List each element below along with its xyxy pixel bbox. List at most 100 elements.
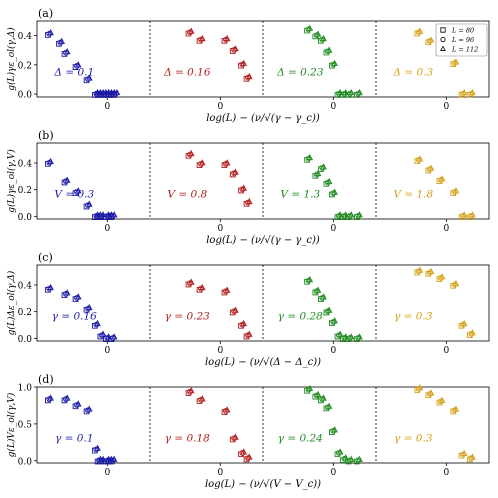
data-point <box>436 273 446 282</box>
data-point-l96 <box>319 295 326 301</box>
data-point-l96 <box>93 321 100 328</box>
data-point <box>45 29 54 38</box>
data-point-l112 <box>198 34 206 42</box>
y-tick-label: 0.0 <box>18 457 33 467</box>
data-point-l96 <box>239 450 246 456</box>
data-point-l96 <box>222 161 229 167</box>
data-point <box>83 74 93 84</box>
legend-marker-triangle <box>440 45 446 51</box>
x-tick-label: 0 <box>330 224 336 234</box>
x-tick-label: 0 <box>443 346 449 356</box>
data-point <box>221 159 231 168</box>
x-tick-label: 0 <box>104 224 110 234</box>
data-point <box>72 61 82 70</box>
data-point-l96 <box>74 295 80 301</box>
data-point <box>323 177 333 187</box>
data-point-l112 <box>187 27 195 34</box>
data-point <box>229 433 239 443</box>
data-point-l96 <box>187 388 193 395</box>
data-point-l112 <box>438 175 446 182</box>
x-tick-label: 0 <box>217 468 223 478</box>
data-point <box>185 149 195 159</box>
data-point <box>312 30 322 40</box>
legend-marker-circle <box>440 36 446 43</box>
data-point-l112 <box>416 384 424 391</box>
data-point-l96 <box>355 90 362 97</box>
data-point-l112 <box>223 406 231 413</box>
data-point-l112 <box>356 211 363 218</box>
data-point-l112 <box>452 405 460 412</box>
data-point-l96 <box>57 39 64 46</box>
series-label: γ = 0.18 <box>165 433 210 445</box>
data-point-l112 <box>325 177 333 185</box>
legend-entry-label: L = 112 <box>451 46 478 54</box>
data-point-l96 <box>468 90 475 97</box>
data-point-l96 <box>415 157 422 163</box>
data-point <box>345 88 355 98</box>
legend-entry-label: L = 96 <box>451 36 474 44</box>
data-point <box>61 176 71 186</box>
data-point-l112 <box>314 169 322 177</box>
data-point-l96 <box>74 402 80 408</box>
y-axis-label: g(L)Δε_ol(γ,Δ) <box>6 270 17 335</box>
data-point <box>72 400 82 410</box>
data-point-l96 <box>98 213 105 219</box>
data-point-l112 <box>331 317 338 324</box>
data-point <box>221 34 231 44</box>
data-point-l112 <box>223 34 231 42</box>
data-point-l96 <box>245 455 251 462</box>
data-point-l112 <box>63 289 71 296</box>
data-point-l96 <box>98 457 105 464</box>
data-point-l112 <box>232 168 239 175</box>
data-point-l96 <box>460 213 466 219</box>
data-point-l112 <box>74 400 82 407</box>
data-point-l96 <box>63 396 69 402</box>
data-point-l112 <box>427 36 435 43</box>
data-point-l96 <box>451 407 458 414</box>
data-point-l112 <box>325 402 333 409</box>
data-point <box>196 283 206 293</box>
data-point-l96 <box>63 49 69 56</box>
data-point-l112 <box>74 61 82 68</box>
data-point-l112 <box>416 266 424 273</box>
data-point-l96 <box>347 213 353 219</box>
data-point-l96 <box>239 186 246 193</box>
data-point-l96 <box>104 335 111 341</box>
data-point-l112 <box>198 395 206 402</box>
data-point-l96 <box>319 396 326 402</box>
data-point <box>238 184 248 194</box>
data-point-l112 <box>314 30 322 37</box>
data-point-l112 <box>85 200 93 207</box>
data-point <box>72 293 82 302</box>
data-point <box>323 46 333 56</box>
data-point-l112 <box>331 426 338 433</box>
data-point-l112 <box>460 319 468 327</box>
data-point-l96 <box>355 457 362 464</box>
x-axis-label: log(L) − (ν/√(V − V_c)) <box>205 479 321 490</box>
data-point-l112 <box>416 155 424 162</box>
series-label: V = 0.3 <box>54 189 94 201</box>
data-point-l96 <box>46 159 53 166</box>
data-point <box>353 211 363 220</box>
data-point-l96 <box>85 202 91 209</box>
data-point-l96 <box>93 446 100 453</box>
data-point-l112 <box>240 184 248 191</box>
data-point <box>458 319 468 329</box>
data-point <box>425 267 435 277</box>
y-tick-label: 0.4 <box>18 282 33 292</box>
data-point-l96 <box>415 29 422 36</box>
data-point-l96 <box>305 277 312 284</box>
x-tick-label: 0 <box>443 224 449 234</box>
data-point-l96 <box>239 61 246 68</box>
data-point <box>312 286 322 296</box>
data-point-l96 <box>335 450 342 456</box>
data-point-l96 <box>330 428 337 434</box>
data-point-l96 <box>46 396 53 402</box>
data-point-l112 <box>245 72 253 80</box>
data-point-l112 <box>240 59 248 66</box>
x-axis-label: log(L) − (ν/√(γ − γ_c)) <box>206 235 320 246</box>
series-label: Δ = 0.16 <box>163 67 211 79</box>
data-point-l112 <box>460 449 468 456</box>
x-axis-label: log(L) − (ν/√(Δ − Δ_c)) <box>205 357 321 368</box>
series-label: γ = 0.16 <box>52 311 97 323</box>
